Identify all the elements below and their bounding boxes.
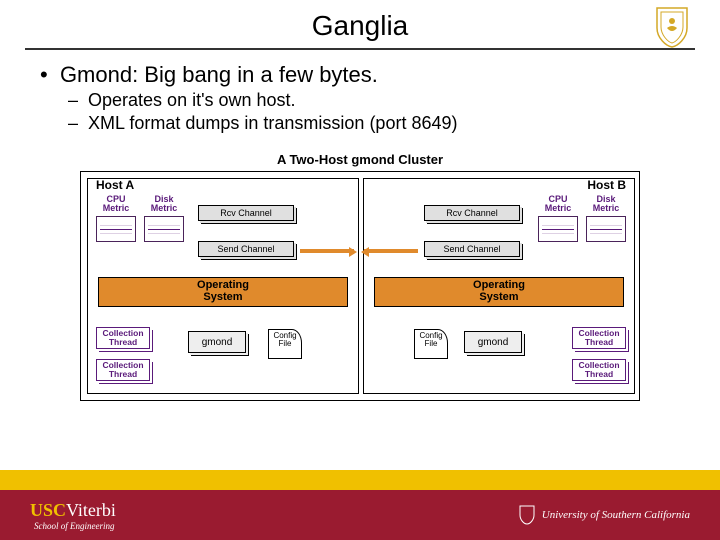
- host-b: Host B CPUMetric DiskMetric Rcv Channel …: [363, 178, 635, 394]
- content-area: • Gmond: Big bang in a few bytes. – Oper…: [0, 58, 720, 401]
- bullet-sub-2-text: XML format dumps in transmission (port 8…: [88, 113, 457, 133]
- small-shield-icon: [518, 505, 536, 525]
- metric-icon: [586, 216, 626, 242]
- host-b-thread-1: CollectionThread: [572, 327, 626, 349]
- bullet-sub-1-text: Operates on it's own host.: [88, 90, 296, 110]
- bullet-main-text: Gmond: Big bang in a few bytes.: [60, 62, 378, 87]
- host-a-os: OperatingSystem: [98, 277, 348, 307]
- host-b-send-arrow: [364, 249, 418, 253]
- slide-title: Ganglia: [312, 10, 409, 42]
- host-b-disk-metric: DiskMetric: [586, 195, 626, 242]
- diagram-container: A Two-Host gmond Cluster Host A CPUMetri…: [80, 152, 640, 401]
- host-b-config-file: ConfigFile: [414, 329, 448, 359]
- cpu-metric-label: CPUMetric: [538, 195, 578, 214]
- metric-icon: [144, 216, 184, 242]
- host-a-config-file: ConfigFile: [268, 329, 302, 359]
- metric-icon: [96, 216, 136, 242]
- university-logo: University of Southern California: [518, 505, 690, 525]
- host-a-thread-2: CollectionThread: [96, 359, 150, 381]
- bullet-main: • Gmond: Big bang in a few bytes.: [40, 62, 680, 88]
- host-b-thread-2: CollectionThread: [572, 359, 626, 381]
- host-a-title: Host A: [96, 178, 134, 192]
- host-a-cpu-metric: CPUMetric: [96, 195, 136, 242]
- host-a-send-arrow: [300, 249, 354, 253]
- footer: USCViterbi School of Engineering Univers…: [0, 490, 720, 540]
- disk-metric-label: DiskMetric: [586, 195, 626, 214]
- usc-viterbi-logo: USCViterbi School of Engineering: [30, 500, 116, 531]
- university-text: University of Southern California: [542, 509, 690, 521]
- host-a-gmond: gmond: [188, 331, 246, 353]
- host-b-title: Host B: [587, 178, 626, 192]
- host-b-send-channel: Send Channel: [424, 241, 520, 257]
- host-b-cpu-metric: CPUMetric: [538, 195, 578, 242]
- school-of-engineering: School of Engineering: [34, 521, 116, 531]
- host-b-rcv-channel: Rcv Channel: [424, 205, 520, 221]
- diagram: Host A CPUMetric DiskMetric Rcv Channel …: [80, 171, 640, 401]
- host-a-thread-1: CollectionThread: [96, 327, 150, 349]
- host-a-send-channel: Send Channel: [198, 241, 294, 257]
- title-underline: [25, 48, 695, 50]
- viterbi-text: Viterbi: [66, 500, 116, 521]
- slide: Ganglia • Gmond: Big bang in a few bytes…: [0, 0, 720, 540]
- host-a-disk-metric: DiskMetric: [144, 195, 184, 242]
- bullet-sub-2: – XML format dumps in transmission (port…: [68, 113, 680, 134]
- title-row: Ganglia: [0, 0, 720, 48]
- host-a-rcv-channel: Rcv Channel: [198, 205, 294, 221]
- disk-metric-label: DiskMetric: [144, 195, 184, 214]
- usc-shield-icon: [654, 6, 690, 53]
- cpu-metric-label: CPUMetric: [96, 195, 136, 214]
- diagram-title: A Two-Host gmond Cluster: [80, 152, 640, 167]
- host-a: Host A CPUMetric DiskMetric Rcv Channel …: [87, 178, 359, 394]
- bullet-sub-1: – Operates on it's own host.: [68, 90, 680, 111]
- yellow-accent-bar: [0, 470, 720, 490]
- host-b-os: OperatingSystem: [374, 277, 624, 307]
- usc-text: USC: [30, 500, 66, 521]
- host-b-gmond: gmond: [464, 331, 522, 353]
- metric-icon: [538, 216, 578, 242]
